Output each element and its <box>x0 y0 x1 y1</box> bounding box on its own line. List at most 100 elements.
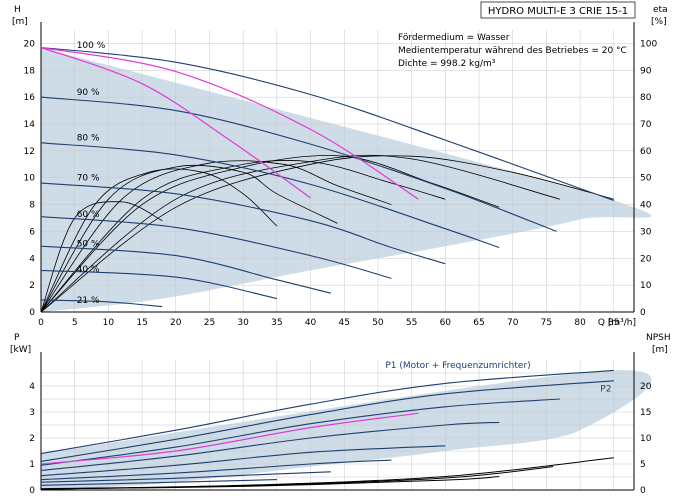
power-curve <box>40 459 392 481</box>
y2-tick-label: 40 <box>640 201 652 211</box>
y2-tick-label: 90 <box>640 66 652 76</box>
y2-tick-label: 100 <box>640 39 657 49</box>
power-curve <box>40 380 614 462</box>
x-tick-label: 55 <box>406 318 417 328</box>
efficiency-curve <box>40 159 446 313</box>
efficiency-curve <box>40 160 392 313</box>
info-line-2: Medientemperatur während des Betriebes =… <box>398 46 627 56</box>
info-line-1: Fördermedium = Wasser <box>398 33 510 43</box>
x-tick-label: 75 <box>541 318 552 328</box>
y-axis-unit: [m] <box>12 17 28 27</box>
chart-title: HYDRO MULTI-E 3 CRIE 15-1 <box>488 6 628 17</box>
x-tick-label: 60 <box>440 318 452 328</box>
y2-axis-label: eta <box>653 5 668 15</box>
y2-tick-label: 15 <box>640 408 651 418</box>
y2-axis-unit: [m] <box>652 345 668 355</box>
head-curve <box>40 182 446 265</box>
x-tick-label: 0 <box>38 318 44 328</box>
efficiency-curve <box>40 164 338 313</box>
x-tick-label: 50 <box>372 318 384 328</box>
x-tick-label: 65 <box>473 318 484 328</box>
y2-tick-label: 60 <box>640 147 652 157</box>
y-tick-label: 1 <box>29 460 35 470</box>
y2-tick-label: 20 <box>640 254 652 264</box>
y2-tick-label: 0 <box>640 308 646 318</box>
speed-label: 100 % <box>77 41 106 51</box>
power-npsh-panel: 0 1 2 3 4 0 5 10 15 20 P [kW] NPSH [m] P1 (Motor + Fre… <box>10 333 671 496</box>
x-tick-label: 25 <box>204 318 215 328</box>
y2-axis-label: NPSH <box>646 333 671 343</box>
power-curve-label: P1 (Motor + Frequenzumrichter) <box>385 361 530 371</box>
efficiency-curve <box>40 201 163 313</box>
power-curve <box>40 369 614 455</box>
static-labels: HYDRO MULTI-E 3 CRIE 15-1 Fördermedium =… <box>398 1 636 69</box>
y2-tick-label: 20 <box>640 382 652 392</box>
y-axis-label: H <box>14 5 21 15</box>
title-box <box>480 1 636 19</box>
speed-label: 40 % <box>77 265 100 275</box>
y2-tick-label: 5 <box>640 460 646 470</box>
speed-label: 21 % <box>77 296 100 306</box>
x-tick-label: 35 <box>271 318 282 328</box>
y2-tick-label: 80 <box>640 93 652 103</box>
x-tick-label: 30 <box>237 318 249 328</box>
head-efficiency-panel: 0 5 10 15 20 25 30 35 40 45 50 55 60 65 70 75 80 85 0 2 4 6 8 1… <box>12 5 668 328</box>
power-bep-curve <box>40 412 419 465</box>
x-tick-label: 15 <box>136 318 147 328</box>
y-tick-label: 0 <box>29 486 35 496</box>
info-line-3: Dichte = 998.2 kg/m³ <box>398 59 496 69</box>
power-curve-label: P2 <box>600 385 611 395</box>
y-axis-unit: [kW] <box>10 345 31 355</box>
y-tick-label: 12 <box>24 147 35 157</box>
y-axis-label: P <box>14 333 20 343</box>
y-tick-label: 3 <box>29 408 35 418</box>
power-curve <box>40 471 331 483</box>
y2-tick-label: 10 <box>640 434 652 444</box>
head-curve <box>40 96 557 232</box>
x-tick-label: 5 <box>72 318 78 328</box>
y-tick-label: 8 <box>29 201 35 211</box>
power-range-area <box>41 370 652 490</box>
speed-label: 90 % <box>77 88 100 98</box>
y-tick-label: 18 <box>24 66 36 76</box>
speed-label: 60 % <box>77 210 100 220</box>
x-tick-label: 40 <box>305 318 317 328</box>
y-tick-label: 2 <box>29 281 35 291</box>
npsh-curve <box>40 476 500 490</box>
power-curve <box>40 421 500 472</box>
x-tick-label: 80 <box>574 318 586 328</box>
x-axis-label: Q [m³/h] <box>598 318 636 328</box>
y2-tick-label: 0 <box>640 486 646 496</box>
power-curve <box>40 479 277 486</box>
y-tick-label: 4 <box>29 382 35 392</box>
x-tick-label: 85 <box>608 318 619 328</box>
head-curve <box>40 269 278 300</box>
x-tick-label: 20 <box>170 318 182 328</box>
y-tick-label: 16 <box>24 93 36 103</box>
y2-tick-label: 30 <box>640 227 652 237</box>
bep-curve <box>40 46 311 199</box>
bep-curve <box>40 46 419 200</box>
y-tick-label: 10 <box>24 174 36 184</box>
speed-label: 70 % <box>77 174 100 184</box>
head-curve <box>40 216 392 279</box>
head-curve <box>40 299 163 308</box>
y2-axis-unit: [%] <box>651 17 667 27</box>
head-curve <box>40 46 614 202</box>
efficiency-curve <box>40 155 614 313</box>
y-tick-label: 4 <box>29 254 35 264</box>
x-tick-label: 70 <box>507 318 519 328</box>
power-curve <box>40 398 560 466</box>
y2-tick-label: 10 <box>640 281 652 291</box>
head-curve <box>40 245 331 294</box>
y-tick-label: 0 <box>29 308 35 318</box>
y-tick-label: 14 <box>24 120 36 130</box>
x-tick-label: 45 <box>339 318 350 328</box>
x-tick-label: 10 <box>103 318 115 328</box>
y2-tick-label: 70 <box>640 120 652 130</box>
speed-label: 80 % <box>77 133 100 143</box>
y-tick-label: 2 <box>29 434 35 444</box>
head-curve <box>40 142 500 249</box>
